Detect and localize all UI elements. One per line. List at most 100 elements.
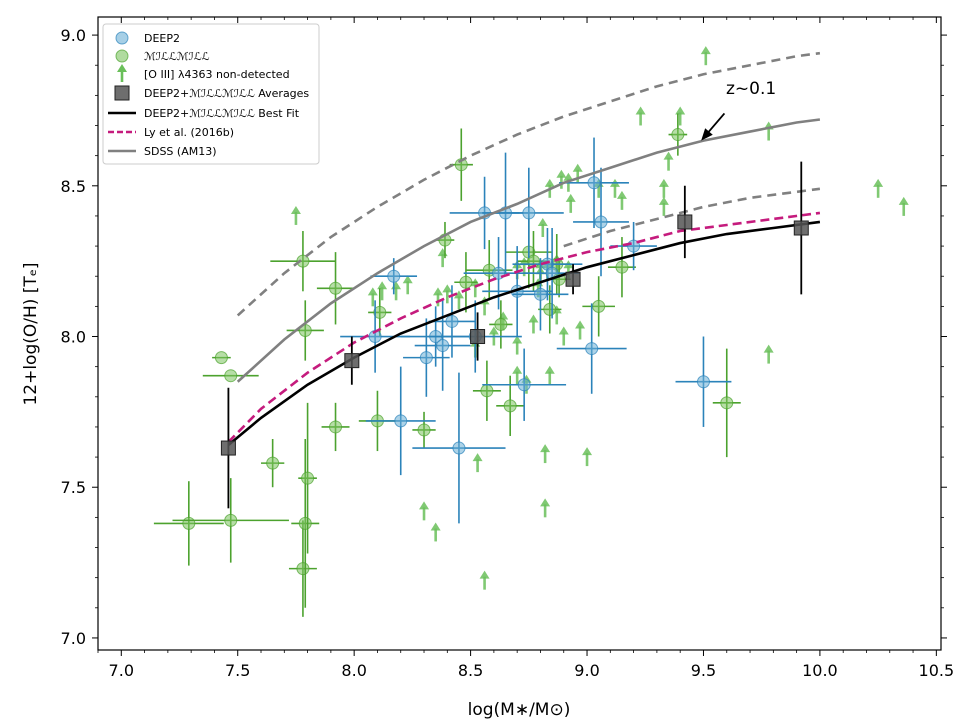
nondetected-arrow xyxy=(430,522,441,542)
mact-point xyxy=(712,348,741,458)
average-point-marker xyxy=(220,440,236,456)
average-point xyxy=(220,387,236,509)
deep2-point xyxy=(463,237,534,310)
nondetected-arrow xyxy=(544,365,555,385)
nondetected-arrow xyxy=(565,193,576,213)
y-tick-label: 8.5 xyxy=(61,177,86,196)
mact-point xyxy=(321,402,350,452)
nondetected-arrow xyxy=(658,178,669,198)
nondetected-arrow-head xyxy=(537,218,548,226)
legend-label-bestfit: DEEP2+ℳℐℒℒℳℐℒℒ Best Fit xyxy=(144,107,300,120)
legend-label-sdss: SDSS (AM13) xyxy=(144,145,217,158)
deep2-point xyxy=(482,348,567,421)
mact-point-marker xyxy=(671,128,685,142)
nondetected-arrow-head xyxy=(556,169,567,178)
average-point-marker xyxy=(344,353,360,369)
nondetected-arrow-head xyxy=(675,106,686,115)
mact-point-marker xyxy=(329,281,343,295)
nondetected-arrow xyxy=(675,106,686,126)
deep2-point xyxy=(365,366,436,476)
mact-point xyxy=(212,351,231,365)
mact-point-marker xyxy=(224,369,238,383)
nondetected-arrow-head xyxy=(472,453,483,462)
y-tick-label: 8.0 xyxy=(61,328,86,347)
nondetected-arrow xyxy=(442,284,453,304)
nondetected-arrow xyxy=(512,335,523,355)
mact-point xyxy=(202,369,259,383)
deep2-point-marker xyxy=(594,215,608,229)
nondetected-arrow xyxy=(582,447,593,467)
mact-point xyxy=(668,113,688,156)
annotation: z~0.1 xyxy=(701,79,776,141)
deep2-point xyxy=(512,258,569,331)
mact-point-marker xyxy=(543,302,557,316)
legend-marker-deep2 xyxy=(115,31,129,45)
deep2-point-marker xyxy=(419,351,433,365)
mact-point xyxy=(607,237,636,298)
mact-point xyxy=(172,478,289,563)
nondetected-arrow-head xyxy=(575,320,586,329)
mact-point-marker xyxy=(615,260,629,274)
mact-point-marker xyxy=(503,399,517,413)
nondetected-arrow xyxy=(898,196,909,216)
mact-point-marker xyxy=(720,396,734,410)
average-point xyxy=(470,312,486,361)
nondetected-arrow-head xyxy=(635,106,646,115)
mact-point-marker xyxy=(373,305,387,319)
deep2-point xyxy=(524,228,581,319)
nondetected-arrow xyxy=(453,290,464,310)
nondetected-arrow xyxy=(528,314,539,334)
deep2-point xyxy=(403,318,450,397)
nondetected-arrow-head xyxy=(442,284,453,293)
nondetected-arrow-head xyxy=(700,46,711,55)
nondetected-arrow-head xyxy=(616,190,627,199)
y-axis-label: 12+log(O/H) [Tₑ] xyxy=(21,262,41,405)
average-point xyxy=(565,264,581,295)
legend-label-nondetected: [O III] λ4363 non-detected xyxy=(144,68,290,81)
average-point-marker xyxy=(677,214,693,230)
mact-point-marker xyxy=(298,516,312,530)
average-point-marker xyxy=(565,271,581,287)
nondetected-arrow xyxy=(402,275,413,295)
average-point xyxy=(344,336,360,385)
x-tick-label: 10.0 xyxy=(802,661,838,680)
deep2-point-marker xyxy=(452,441,466,455)
mact-point-marker xyxy=(296,562,310,576)
nondetected-arrow xyxy=(512,365,523,385)
legend-label-ly2016: Ly et al. (2016b) xyxy=(144,126,234,139)
legend-label-mact: ℳℐℒℒℳℐℒℒ xyxy=(144,50,210,63)
nondetected-arrow xyxy=(377,281,388,301)
x-tick-label: 7.0 xyxy=(109,661,134,680)
mact-point xyxy=(582,276,615,337)
average-point xyxy=(677,185,693,259)
nondetected-arrow-head xyxy=(453,290,464,299)
sdss-upper-dashed-line xyxy=(236,51,821,317)
legend: DEEP2 ℳℐℒℒℳℐℒℒ [O III] λ4363 non-detecte… xyxy=(102,23,320,165)
legend-marker-mact xyxy=(115,49,129,63)
deep2-point xyxy=(675,336,732,427)
deep2-point xyxy=(556,303,627,394)
nondetected-arrow xyxy=(700,46,711,66)
nondetected-arrow xyxy=(367,287,378,307)
nondetected-arrow xyxy=(488,326,499,346)
average-point xyxy=(793,161,809,295)
nondetected-arrow-head xyxy=(663,151,674,160)
ly2016-line xyxy=(227,211,821,443)
deep2-point-marker xyxy=(533,287,547,301)
mact-point-marker xyxy=(592,299,606,313)
average-point-marker xyxy=(793,220,809,236)
y-tick-label: 7.0 xyxy=(61,629,86,648)
nondetected-arrow xyxy=(479,570,490,590)
nondetected-arrow xyxy=(572,163,583,183)
mact-point-marker xyxy=(494,317,508,331)
nondetected-arrow-head xyxy=(367,287,378,296)
mact-point xyxy=(449,128,473,201)
deep2-point-marker xyxy=(696,375,710,389)
x-tick-label: 9.0 xyxy=(574,661,599,680)
mact-point xyxy=(316,252,355,325)
deep2-point xyxy=(559,137,629,228)
mact-point-marker xyxy=(182,516,196,530)
mact-point-marker xyxy=(296,254,310,268)
nondetected-arrow-head xyxy=(488,326,499,335)
mact-point-marker xyxy=(480,384,494,398)
